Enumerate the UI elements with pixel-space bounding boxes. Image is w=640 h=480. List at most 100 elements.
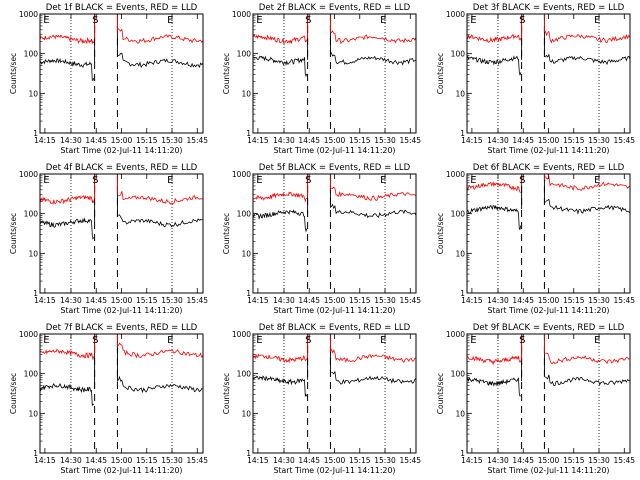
x-tick-label: 14:15 bbox=[461, 136, 483, 145]
x-tick-label: 14:30 bbox=[60, 296, 82, 305]
x-axis-label: Start Time (02-Jul-11 14:11:20) bbox=[488, 466, 610, 475]
series-events bbox=[39, 217, 95, 240]
x-tick-label: 14:15 bbox=[247, 136, 269, 145]
x-tick-label: 14:45 bbox=[298, 456, 320, 465]
y-tick-label: 10 bbox=[241, 249, 251, 258]
y-tick-label: 100 bbox=[24, 210, 39, 219]
window-marker: E bbox=[380, 335, 386, 346]
window-marker: E bbox=[167, 15, 173, 26]
x-tick-label: 14:15 bbox=[461, 456, 483, 465]
panel-det-8: Det 8f BLACK = Events, RED = LLD E S E 1 10 10… bbox=[222, 323, 421, 475]
series-lld bbox=[252, 34, 308, 45]
series-events bbox=[39, 57, 95, 81]
y-tick-label: 10 bbox=[241, 409, 251, 418]
x-tick-label: 15:00 bbox=[324, 456, 346, 465]
series-events bbox=[466, 376, 521, 397]
x-tick-label: 15:45 bbox=[399, 136, 421, 145]
y-axis-label: Counts/sec bbox=[222, 373, 231, 414]
series-lld bbox=[39, 348, 95, 360]
x-axis-label: Start Time (02-Jul-11 14:11:20) bbox=[274, 466, 396, 475]
panel-title: Det 5f BLACK = Events, RED = LLD bbox=[259, 163, 411, 173]
x-tick-label: 15:00 bbox=[538, 136, 560, 145]
window-marker: E bbox=[594, 175, 600, 186]
panel-title: Det 2f BLACK = Events, RED = LLD bbox=[259, 3, 411, 13]
x-tick-label: 15:15 bbox=[349, 296, 371, 305]
panel-title: Det 7f BLACK = Events, RED = LLD bbox=[46, 323, 198, 333]
y-tick-label: 1 bbox=[246, 289, 251, 298]
x-tick-label: 15:45 bbox=[399, 296, 421, 305]
x-tick-label: 14:30 bbox=[487, 296, 509, 305]
series-lld bbox=[118, 191, 203, 205]
x-tick-label: 15:00 bbox=[111, 456, 133, 465]
window-marker: E bbox=[470, 15, 476, 26]
x-tick-label: 15:15 bbox=[563, 136, 585, 145]
x-tick-label: 15:30 bbox=[374, 456, 396, 465]
y-tick-label: 10 bbox=[28, 249, 38, 258]
x-tick-label: 15:30 bbox=[161, 456, 183, 465]
y-axis-label: Counts/sec bbox=[436, 53, 445, 94]
panel-title: Det 1f BLACK = Events, RED = LLD bbox=[46, 3, 198, 13]
y-tick-label: 10 bbox=[455, 89, 465, 98]
x-tick-label: 15:15 bbox=[136, 296, 158, 305]
x-tick-label: 15:15 bbox=[563, 296, 585, 305]
y-tick-label: 100 bbox=[237, 210, 252, 219]
window-marker: S bbox=[92, 175, 98, 186]
panel-title: Det 6f BLACK = Events, RED = LLD bbox=[473, 163, 625, 173]
y-tick-label: 10 bbox=[455, 249, 465, 258]
series-lld bbox=[330, 30, 417, 45]
y-axis-label: Counts/sec bbox=[222, 213, 231, 254]
y-tick-label: 10 bbox=[455, 409, 465, 418]
window-marker: E bbox=[256, 335, 262, 346]
series-lld bbox=[117, 28, 204, 44]
y-tick-label: 1 bbox=[460, 129, 465, 138]
x-tick-label: 14:15 bbox=[34, 136, 56, 145]
y-tick-label: 100 bbox=[24, 370, 39, 379]
x-axis-label: Start Time (02-Jul-11 14:11:20) bbox=[61, 306, 183, 315]
series-events bbox=[118, 52, 204, 69]
window-marker: S bbox=[305, 335, 311, 346]
x-tick-label: 15:45 bbox=[186, 456, 208, 465]
x-tick-label: 15:15 bbox=[349, 456, 371, 465]
panel-det-4: Det 4f BLACK = Events, RED = LLD E S E 1 10 10… bbox=[9, 163, 208, 315]
y-tick-label: 1 bbox=[33, 449, 38, 458]
x-tick-label: 14:45 bbox=[85, 296, 107, 305]
series-events bbox=[252, 375, 308, 397]
series-lld bbox=[466, 34, 522, 43]
x-tick-label: 15:15 bbox=[136, 456, 158, 465]
series-events bbox=[39, 383, 95, 407]
x-tick-label: 15:45 bbox=[613, 456, 635, 465]
x-tick-label: 15:30 bbox=[588, 296, 610, 305]
x-tick-label: 15:15 bbox=[349, 136, 371, 145]
x-tick-label: 14:30 bbox=[487, 456, 509, 465]
series-events bbox=[544, 53, 631, 66]
y-tick-label: 1 bbox=[33, 289, 38, 298]
x-tick-label: 15:45 bbox=[613, 136, 635, 145]
x-axis-label: Start Time (02-Jul-11 14:11:20) bbox=[61, 466, 183, 475]
window-marker: S bbox=[519, 335, 525, 346]
series-events bbox=[330, 203, 417, 218]
x-tick-label: 15:15 bbox=[136, 136, 158, 145]
x-tick-label: 15:30 bbox=[374, 136, 396, 145]
x-tick-label: 15:30 bbox=[161, 296, 183, 305]
x-tick-label: 15:45 bbox=[399, 456, 421, 465]
window-marker: E bbox=[380, 175, 386, 186]
x-tick-label: 15:30 bbox=[374, 296, 396, 305]
series-events bbox=[544, 198, 631, 215]
x-axis-label: Start Time (02-Jul-11 14:11:20) bbox=[274, 306, 396, 315]
series-lld bbox=[39, 34, 95, 45]
y-tick-label: 100 bbox=[451, 370, 466, 379]
panel-det-2: Det 2f BLACK = Events, RED = LLD E S E 1 10 10… bbox=[222, 3, 421, 155]
series-events bbox=[252, 55, 308, 78]
plot-frame bbox=[252, 13, 417, 134]
x-tick-label: 14:30 bbox=[60, 456, 82, 465]
series-events bbox=[466, 55, 522, 76]
window-marker: E bbox=[594, 335, 600, 346]
x-tick-label: 14:45 bbox=[85, 456, 107, 465]
y-tick-label: 1 bbox=[246, 129, 251, 138]
x-tick-label: 14:30 bbox=[273, 136, 295, 145]
series-lld bbox=[252, 191, 308, 203]
y-tick-label: 10 bbox=[28, 89, 38, 98]
plot-frame bbox=[39, 13, 204, 134]
plot-frame bbox=[466, 173, 631, 294]
